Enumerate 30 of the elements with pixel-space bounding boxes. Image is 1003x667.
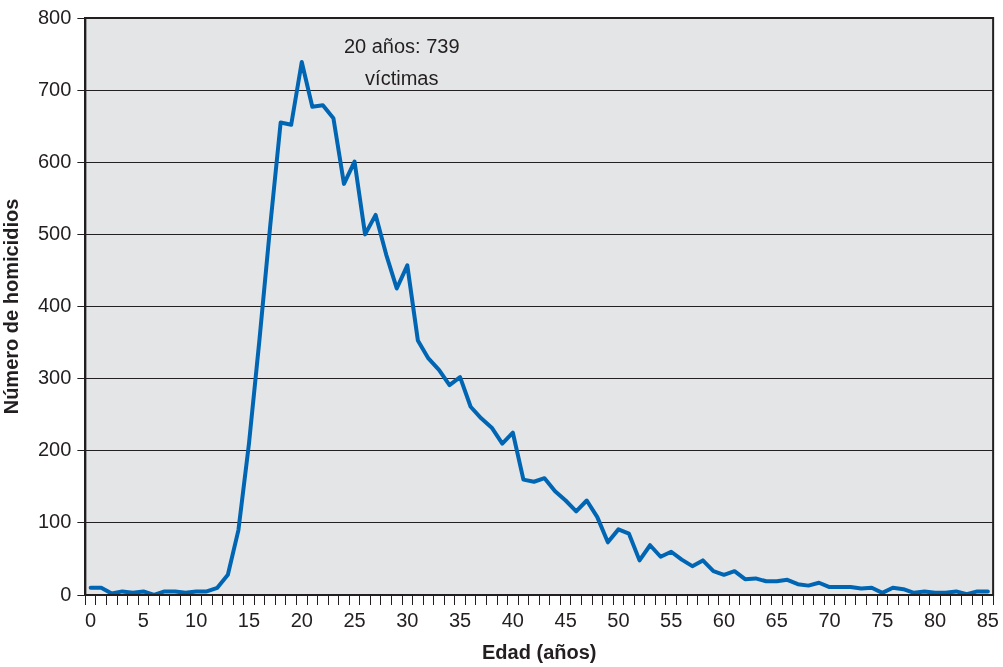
x-tick-label: 50 <box>607 608 630 631</box>
x-tick-label: 25 <box>343 608 366 631</box>
x-tick-label: 0 <box>85 608 97 631</box>
x-tick-label: 30 <box>396 608 419 631</box>
y-tick-label: 700 <box>37 77 72 100</box>
y-axis-title: Número de homicidios <box>0 198 22 415</box>
x-tick-label: 20 <box>290 608 313 631</box>
x-tick-label: 70 <box>818 608 841 631</box>
y-tick-label: 500 <box>37 221 72 244</box>
x-tick-label: 80 <box>923 608 947 631</box>
y-tick-label: 200 <box>37 438 72 461</box>
x-tick-label: 45 <box>554 608 577 631</box>
x-tick-label: 10 <box>185 608 208 631</box>
x-tick-label: 60 <box>712 608 736 631</box>
x-tick-label: 15 <box>237 608 261 631</box>
x-tick-label: 5 <box>137 608 149 631</box>
x-tick-label: 55 <box>660 608 683 631</box>
x-tick-label: 65 <box>765 608 788 631</box>
x-tick-label: 85 <box>976 608 999 631</box>
x-axis-title: Edad (años) <box>482 640 597 663</box>
y-tick-label: 100 <box>37 510 72 533</box>
x-tick-label: 35 <box>448 608 472 631</box>
y-tick-label: 400 <box>37 294 72 317</box>
x-tick-label: 75 <box>871 608 894 631</box>
y-tick-label: 300 <box>37 366 72 389</box>
y-tick-label: 800 <box>37 5 72 28</box>
y-tick-label: 600 <box>37 149 72 172</box>
x-tick-label: 40 <box>501 608 524 631</box>
y-tick-label: 0 <box>60 582 72 605</box>
annotation: 20 años: 739 víctimas <box>343 34 460 89</box>
